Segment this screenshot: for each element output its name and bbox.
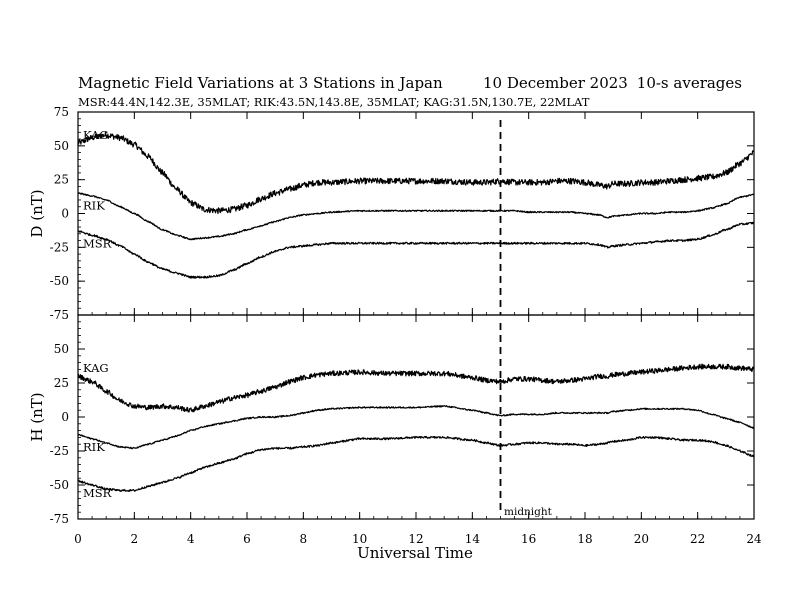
x-tick-label: 16 <box>521 532 536 546</box>
panel-d: -75 -50 -25 0 25 50 75 D (nT) KAG RIK MSR <box>28 105 755 322</box>
y-tick-label: 0 <box>61 207 69 221</box>
x-tick-label: 6 <box>243 532 251 546</box>
y-tick-label: 25 <box>54 376 69 390</box>
x-tick-label: 2 <box>131 532 139 546</box>
y-tick-label: -25 <box>50 444 69 458</box>
series-line-msr <box>77 435 755 492</box>
x-tick-label: 12 <box>408 532 423 546</box>
series-label-kag: KAG <box>83 361 109 375</box>
x-tick-label: 22 <box>690 532 705 546</box>
x-tick-label: 18 <box>577 532 592 546</box>
x-tick-label: 4 <box>187 532 195 546</box>
y-tick-label: 25 <box>54 173 69 187</box>
chart-subtitle: MSR:44.4N,142.3E, 35MLAT; RIK:43.5N,143.… <box>78 95 590 109</box>
chart-date: 10 December 2023 <box>483 74 628 92</box>
series-line-kag <box>77 363 755 413</box>
y-tick-label: -75 <box>50 308 69 322</box>
series-line-msr <box>77 221 755 279</box>
y-axis-label: H (nT) <box>28 392 46 441</box>
y-tick-label: -50 <box>50 274 69 288</box>
x-tick-label: 24 <box>746 532 762 546</box>
y-tick-label: 50 <box>54 139 69 153</box>
y-tick-label: 0 <box>61 410 69 424</box>
y-axis-label: D (nT) <box>28 189 46 237</box>
chart-averaging: 10-s averages <box>637 74 742 92</box>
series-line-rik <box>77 192 755 241</box>
series-label-rik: RIK <box>83 440 105 454</box>
series-label-msr: MSR <box>83 236 112 250</box>
x-axis-label: Universal Time <box>357 544 473 562</box>
x-tick-label: 14 <box>465 532 481 546</box>
series-label-kag: KAG <box>83 128 109 142</box>
series-line-kag <box>77 131 755 215</box>
x-tick-label: 0 <box>74 532 82 546</box>
series-line-rik <box>77 405 755 450</box>
chart-title: Magnetic Field Variations at 3 Stations … <box>78 74 443 92</box>
y-tick-label: 75 <box>54 105 69 119</box>
y-tick-label: -75 <box>50 512 69 526</box>
x-tick-label: 20 <box>634 532 649 546</box>
y-tick-label: 50 <box>54 342 69 356</box>
series-label-rik: RIK <box>83 198 105 212</box>
panels: -75 -50 -25 0 25 50 75 D (nT) KAG RIK MSR -75 -50 -25… <box>28 105 762 546</box>
y-tick-label: -50 <box>50 478 69 492</box>
x-tick-label: 10 <box>352 532 367 546</box>
x-tick-label: 8 <box>300 532 308 546</box>
series-label-msr: MSR <box>83 486 112 500</box>
midnight-label: midnight <box>504 506 553 518</box>
y-tick-label: -25 <box>50 240 69 254</box>
